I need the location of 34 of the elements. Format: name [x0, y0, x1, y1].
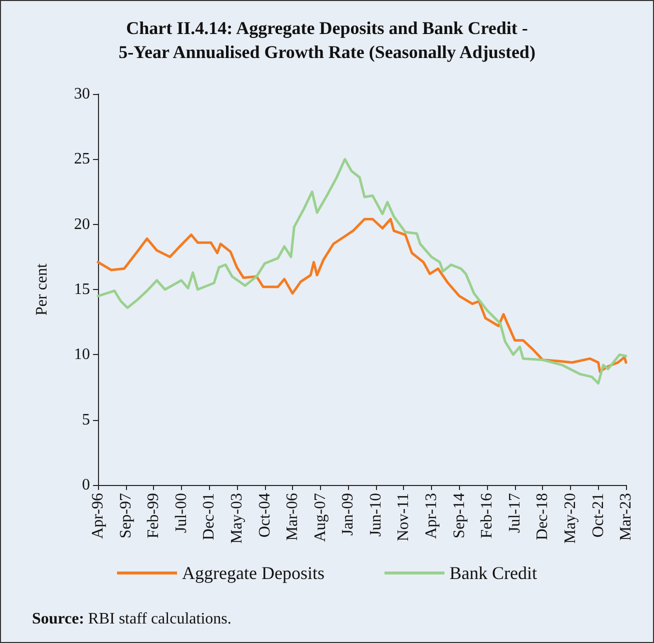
chart-title: Chart II.4.14: Aggregate Deposits and Bank Credit - 5-Year Annualised Growth Rate (Seasonally Adjusted) — [118, 18, 536, 62]
x-tick-label: Apr-13 — [423, 493, 440, 539]
x-tick-label: Jun-10 — [367, 493, 384, 537]
x-tick-label: May-20 — [562, 493, 579, 544]
x-tick-label: Dec-01 — [200, 493, 218, 540]
y-tick-label: 5 — [82, 411, 90, 428]
y-tick-label: 30 — [74, 86, 90, 102]
x-tick-label: Dec-18 — [534, 493, 552, 540]
x-tick-label: Apr-96 — [90, 493, 106, 539]
x-tick-label: May-03 — [228, 493, 246, 544]
x-tick-label: Mar-23 — [618, 493, 634, 541]
x-tick-label: Sep-97 — [117, 493, 134, 538]
y-tick-label: 15 — [74, 281, 90, 298]
x-tick-label: Oct-04 — [256, 493, 274, 538]
legend-label: Aggregate Deposits — [182, 563, 324, 583]
x-tick-label: Jul-00 — [172, 493, 190, 533]
y-tick-label: 25 — [74, 150, 90, 168]
x-tick-label: Feb-16 — [478, 493, 496, 538]
x-tick-label: Sep-14 — [450, 493, 468, 538]
y-tick-label: 10 — [74, 346, 90, 364]
y-axis-title: Per cent — [34, 262, 50, 316]
line-series — [96, 158, 628, 385]
legend-label: Bank Credit — [449, 563, 537, 583]
y-tick-label: 0 — [82, 476, 90, 494]
x-tick-label: Jul-17 — [506, 493, 524, 533]
x-tick-label: Oct-21 — [590, 493, 607, 538]
x-tick-label: Nov-11 — [395, 493, 412, 542]
y-tick-label: 20 — [74, 216, 90, 233]
x-tick-label: Jan-09 — [340, 493, 357, 536]
line-series — [96, 218, 628, 373]
x-tick-label: Aug-07 — [312, 493, 329, 542]
source-note: Source: RBI staff calculations. — [32, 610, 232, 628]
x-tick-label: Mar-06 — [284, 493, 301, 541]
x-tick-label: Feb-99 — [145, 493, 162, 538]
